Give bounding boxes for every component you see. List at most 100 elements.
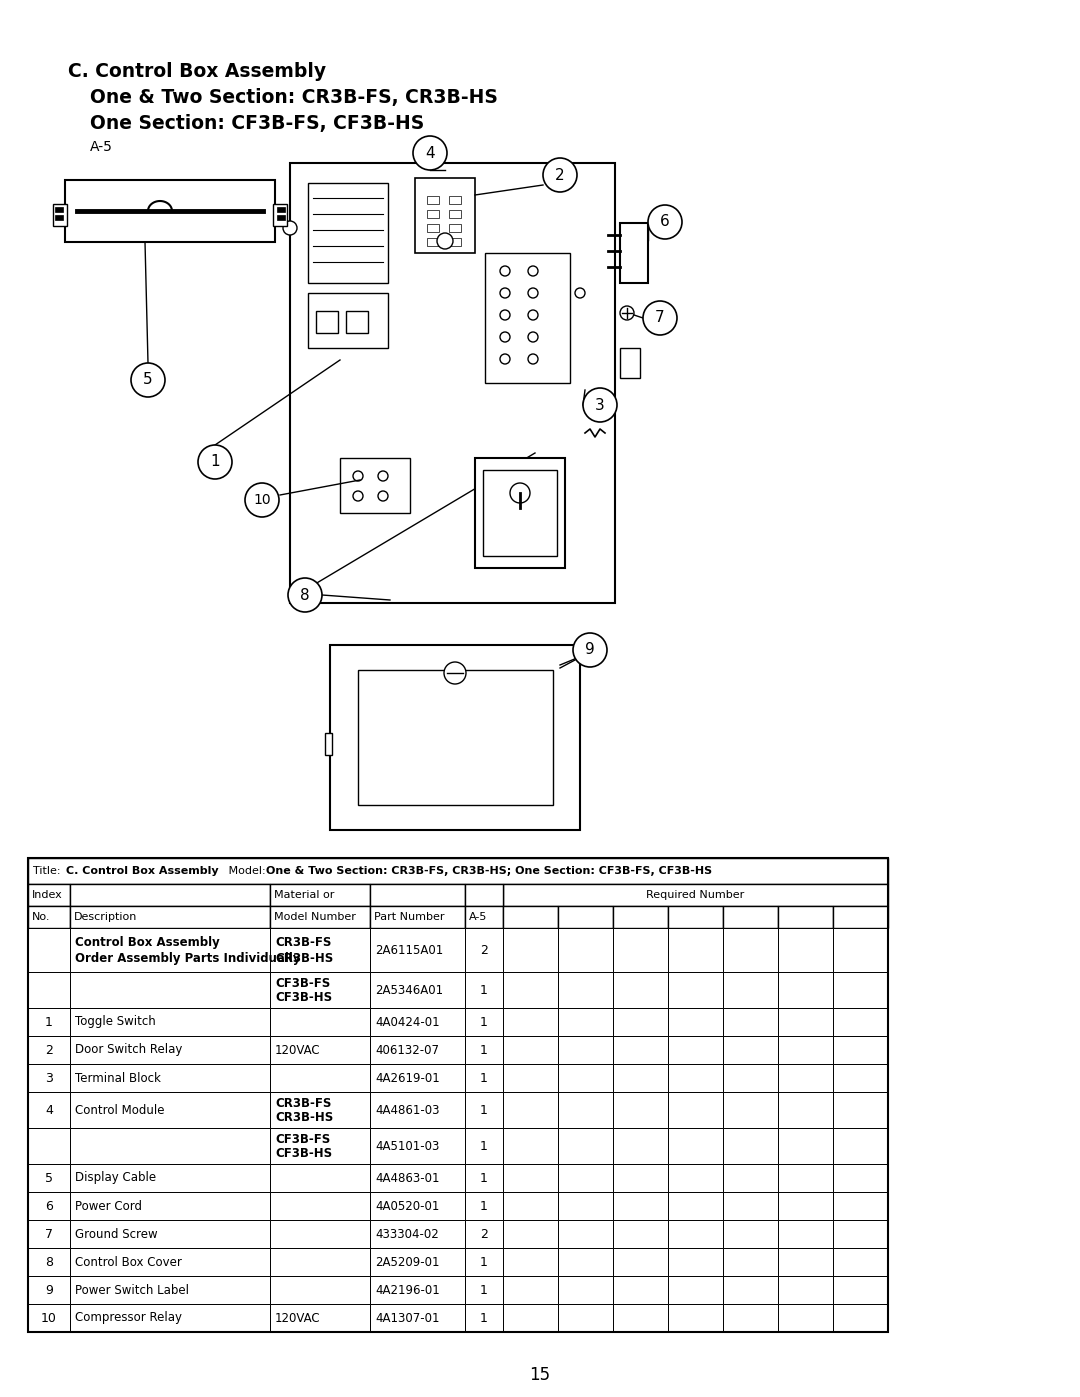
Bar (558, 1065, 613, 1092)
Bar (465, 1037, 503, 1065)
Bar (65, 180, 275, 242)
Circle shape (444, 662, 465, 685)
Bar (669, 1127, 723, 1164)
Bar (833, 1248, 888, 1275)
Text: Control Box Cover: Control Box Cover (75, 1256, 181, 1268)
Bar (475, 458, 565, 569)
Text: 8: 8 (300, 588, 310, 602)
Bar (370, 1248, 465, 1275)
Bar (70, 884, 270, 907)
Bar (465, 907, 503, 928)
Bar (370, 1009, 465, 1037)
Bar (613, 972, 669, 1009)
Text: Index: Index (32, 890, 63, 900)
Bar (370, 1220, 465, 1248)
Bar (669, 1220, 723, 1248)
Bar (465, 928, 503, 972)
Text: Display Cable: Display Cable (75, 1172, 157, 1185)
Bar (503, 1303, 558, 1331)
Bar (291, 163, 615, 604)
Text: CR3B-HS: CR3B-HS (275, 1111, 334, 1123)
Text: 4: 4 (426, 145, 435, 161)
Bar (28, 972, 70, 1009)
Text: One & Two Section: CR3B-FS, CR3B-HS: One & Two Section: CR3B-FS, CR3B-HS (90, 88, 498, 108)
Bar (55, 207, 63, 212)
Circle shape (288, 578, 322, 612)
Text: 2: 2 (555, 168, 565, 183)
Bar (485, 253, 570, 383)
Bar (28, 907, 70, 928)
Bar (270, 1127, 370, 1164)
Bar (465, 1164, 503, 1192)
Bar (778, 1220, 833, 1248)
Bar (370, 1127, 465, 1164)
Bar (723, 1009, 778, 1037)
Text: 15: 15 (529, 1366, 551, 1384)
Bar (270, 1303, 370, 1331)
Bar (70, 1164, 270, 1192)
Bar (669, 972, 723, 1009)
Text: CF3B-FS: CF3B-FS (275, 978, 330, 990)
Bar (270, 1220, 370, 1248)
Bar (778, 907, 833, 928)
Text: 2: 2 (481, 1228, 488, 1241)
Text: CF3B-FS: CF3B-FS (275, 1133, 330, 1147)
Bar (70, 1303, 270, 1331)
Circle shape (500, 288, 510, 298)
Bar (778, 1248, 833, 1275)
Bar (669, 1303, 723, 1331)
Bar (723, 1192, 778, 1220)
Circle shape (573, 633, 607, 666)
Bar (778, 1192, 833, 1220)
Bar (370, 1275, 465, 1303)
Circle shape (528, 265, 538, 277)
Bar (270, 1164, 370, 1192)
Bar (613, 1275, 669, 1303)
Bar (28, 858, 888, 1331)
Text: 2: 2 (481, 943, 488, 957)
Bar (449, 224, 461, 232)
Text: 1: 1 (481, 1284, 488, 1296)
Bar (53, 204, 67, 226)
Bar (778, 1164, 833, 1192)
Bar (28, 1092, 70, 1127)
Circle shape (510, 483, 530, 503)
Text: Terminal Block: Terminal Block (75, 1071, 161, 1084)
Bar (503, 1092, 558, 1127)
Bar (558, 1192, 613, 1220)
Text: 5: 5 (144, 373, 152, 387)
Bar (308, 183, 388, 284)
Bar (503, 972, 558, 1009)
Circle shape (353, 471, 363, 481)
Bar (70, 1065, 270, 1092)
Bar (28, 1009, 70, 1037)
Bar (778, 1303, 833, 1331)
Bar (70, 907, 270, 928)
Bar (28, 1303, 70, 1331)
Circle shape (353, 490, 363, 502)
Bar (833, 1192, 888, 1220)
Circle shape (500, 265, 510, 277)
Bar (28, 858, 888, 884)
Circle shape (528, 310, 538, 320)
Bar (70, 972, 270, 1009)
Bar (465, 1092, 503, 1127)
Circle shape (643, 300, 677, 335)
Bar (70, 1009, 270, 1037)
Circle shape (528, 332, 538, 342)
Bar (270, 928, 370, 972)
Bar (270, 1248, 370, 1275)
Text: 3: 3 (595, 398, 605, 412)
Text: 4A5101-03: 4A5101-03 (375, 1140, 440, 1153)
Bar (558, 1037, 613, 1065)
Bar (613, 1248, 669, 1275)
Text: CR3B-FS: CR3B-FS (275, 1098, 332, 1111)
Text: One Section: CF3B-FS, CF3B-HS: One Section: CF3B-FS, CF3B-HS (90, 115, 424, 133)
Text: Order Assembly Parts Individually: Order Assembly Parts Individually (75, 953, 300, 965)
Bar (449, 196, 461, 204)
Text: 1: 1 (45, 1016, 53, 1028)
Text: 120VAC: 120VAC (275, 1312, 321, 1324)
Text: Power Switch Label: Power Switch Label (75, 1284, 189, 1296)
Bar (270, 1009, 370, 1037)
Bar (778, 928, 833, 972)
